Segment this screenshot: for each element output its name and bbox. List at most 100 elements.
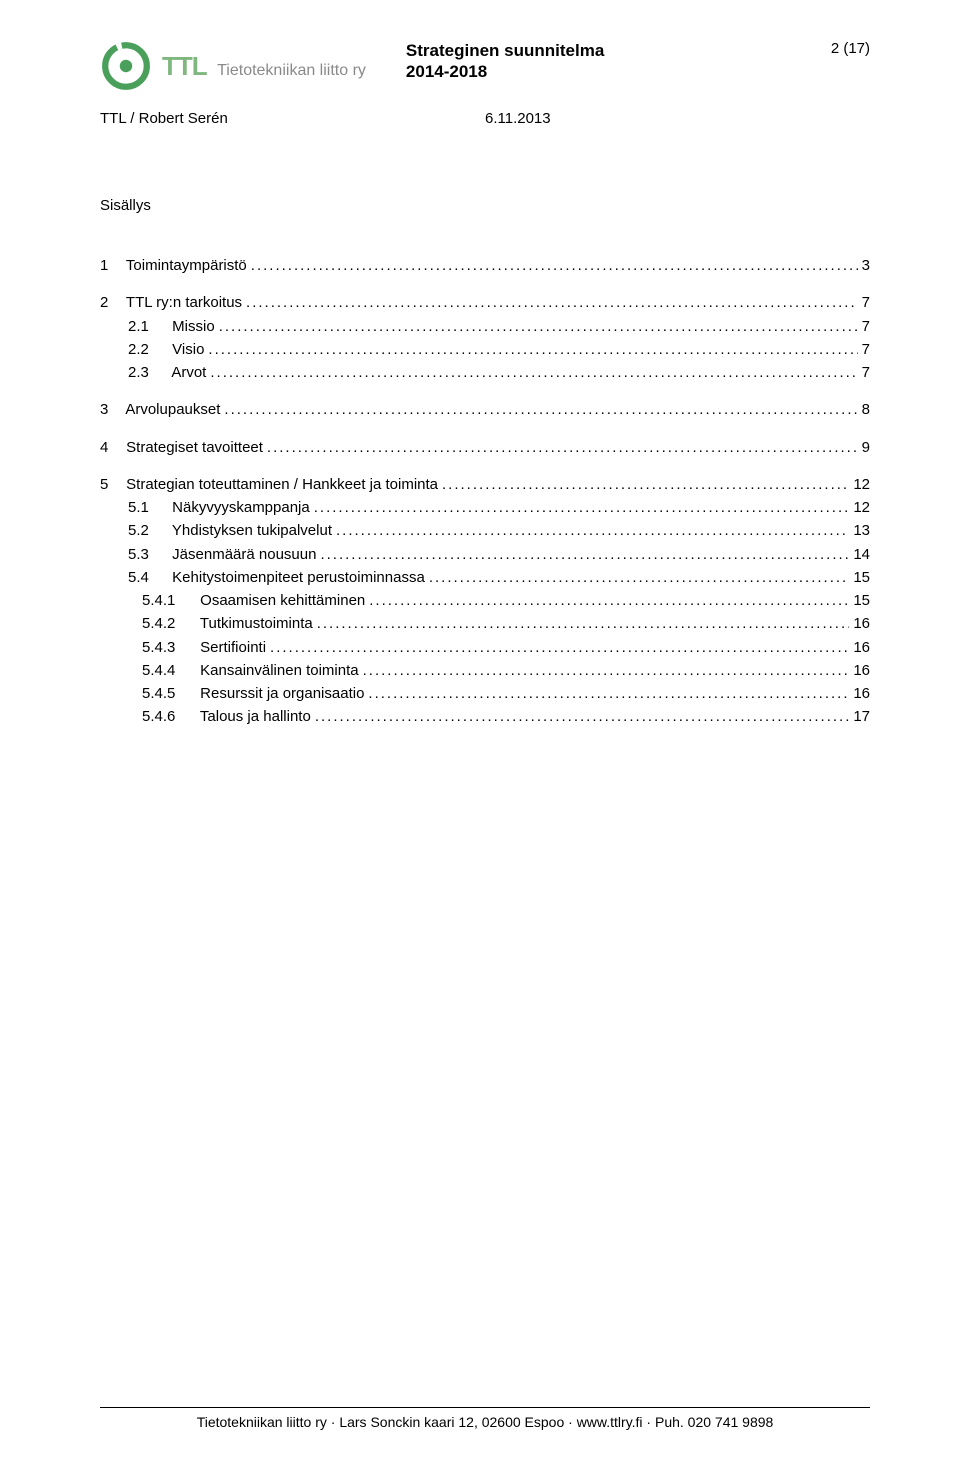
toc-entry-number: 4 (100, 436, 122, 459)
toc-leader-dots (336, 519, 849, 542)
toc-entry-label: 5.1 Näkyvyyskamppanja (128, 496, 310, 519)
toc-entry-page: 12 (853, 496, 870, 519)
toc-entry[interactable]: 5 Strategian toteuttaminen / Hankkeet ja… (100, 473, 870, 496)
doc-years: 2014-2018 (406, 62, 790, 82)
toc-entry-label: 5.4.1 Osaamisen kehittäminen (142, 589, 365, 612)
toc-gap (100, 459, 870, 473)
toc-entry-title: Yhdistyksen tukipalvelut (172, 522, 332, 539)
toc-entry[interactable]: 5.4.3 Sertifiointi 16 (100, 636, 870, 659)
toc-entry-label: 2 TTL ry:n tarkoitus (100, 291, 242, 314)
toc-entry[interactable]: 1 Toimintaympäristö 3 (100, 254, 870, 277)
toc-entry[interactable]: 2.2 Visio 7 (100, 338, 870, 361)
toc-entry[interactable]: 5.4.5 Resurssit ja organisaatio 16 (100, 682, 870, 705)
toc-leader-dots (320, 543, 849, 566)
toc-entry-label: 4 Strategiset tavoitteet (100, 436, 263, 459)
page-header: TTL Tietotekniikan liitto ry Strateginen… (100, 40, 870, 92)
toc-entry-page: 3 (862, 254, 870, 277)
toc-entry[interactable]: 3 Arvolupaukset 8 (100, 398, 870, 421)
toc-entry-label: 5.4.2 Tutkimustoiminta (142, 612, 313, 635)
toc-entry-page: 14 (853, 543, 870, 566)
logo: TTL Tietotekniikan liitto ry (100, 40, 366, 92)
toc-entry[interactable]: 5.4 Kehitystoimenpiteet perustoiminnassa… (100, 566, 870, 589)
toc-entry[interactable]: 2.3 Arvot 7 (100, 361, 870, 384)
toc-entry-number: 2.2 (128, 338, 168, 361)
toc-entry-title: TTL ry:n tarkoitus (126, 294, 242, 311)
toc-entry-label: 2.2 Visio (128, 338, 204, 361)
footer: Tietotekniikan liitto ry · Lars Sonckin … (100, 1407, 870, 1430)
toc-entry-title: Osaamisen kehittäminen (200, 592, 365, 609)
toc-entry-title: Kehitystoimenpiteet perustoiminnassa (172, 569, 425, 586)
toc-entry-title: Tutkimustoiminta (200, 615, 313, 632)
toc-entry-number: 5.4.4 (142, 659, 196, 682)
toc-leader-dots (442, 473, 849, 496)
toc-entry[interactable]: 2 TTL ry:n tarkoitus 7 (100, 291, 870, 314)
toc-entry-title: Talous ja hallinto (200, 708, 311, 725)
toc-heading: Sisällys (100, 197, 870, 214)
toc-entry-page: 7 (862, 291, 870, 314)
footer-divider (100, 1407, 870, 1408)
toc-entry-number: 5.2 (128, 519, 168, 542)
toc-entry-number: 2.1 (128, 315, 168, 338)
toc-entry[interactable]: 5.4.6 Talous ja hallinto 17 (100, 705, 870, 728)
toc-entry-number: 3 (100, 398, 122, 421)
toc-entry[interactable]: 5.1 Näkyvyyskamppanja 12 (100, 496, 870, 519)
toc-leader-dots (224, 398, 857, 421)
toc-gap (100, 384, 870, 398)
toc-entry-label: 5 Strategian toteuttaminen / Hankkeet ja… (100, 473, 438, 496)
toc-entry[interactable]: 4 Strategiset tavoitteet 9 (100, 436, 870, 459)
toc-leader-dots (369, 589, 849, 612)
logo-icon (100, 40, 152, 92)
toc-entry-title: Jäsenmäärä nousuun (172, 546, 316, 563)
date: 6.11.2013 (485, 110, 551, 127)
toc-entry-page: 7 (862, 361, 870, 384)
toc-entry-number: 5.4.6 (142, 705, 196, 728)
toc-entry-page: 15 (853, 589, 870, 612)
toc-leader-dots (314, 496, 850, 519)
toc-entry-label: 5.4 Kehitystoimenpiteet perustoiminnassa (128, 566, 425, 589)
toc-leader-dots (363, 659, 850, 682)
toc-entry[interactable]: 5.3 Jäsenmäärä nousuun 14 (100, 543, 870, 566)
toc-entry-title: Arvot (171, 364, 206, 381)
toc-entry-number: 2.3 (128, 361, 168, 384)
toc-entry-page: 7 (862, 315, 870, 338)
toc-entry-page: 13 (853, 519, 870, 542)
toc-entry[interactable]: 5.4.1 Osaamisen kehittäminen 15 (100, 589, 870, 612)
footer-text: Tietotekniikan liitto ry · Lars Sonckin … (100, 1414, 870, 1430)
toc-entry-label: 5.4.6 Talous ja hallinto (142, 705, 311, 728)
toc-entry-page: 8 (862, 398, 870, 421)
toc-entry-label: 5.2 Yhdistyksen tukipalvelut (128, 519, 332, 542)
toc-entry-page: 16 (853, 636, 870, 659)
toc-entry-number: 5 (100, 473, 122, 496)
toc-entry-page: 9 (862, 436, 870, 459)
toc-entry[interactable]: 5.4.4 Kansainvälinen toiminta 16 (100, 659, 870, 682)
logo-fullname: Tietotekniikan liitto ry (217, 62, 366, 79)
logo-abbr: TTL (162, 51, 207, 81)
toc-leader-dots (210, 361, 857, 384)
toc-gap (100, 422, 870, 436)
toc-entry-title: Kansainvälinen toiminta (200, 662, 358, 679)
toc-entry-label: 2.3 Arvot (128, 361, 206, 384)
toc-entry-title: Näkyvyyskamppanja (172, 499, 310, 516)
toc-entry-page: 12 (853, 473, 870, 496)
toc-entry-number: 1 (100, 254, 122, 277)
toc-entry-label: 5.4.3 Sertifiointi (142, 636, 266, 659)
toc-entry-number: 2 (100, 291, 122, 314)
toc-entry[interactable]: 2.1 Missio 7 (100, 315, 870, 338)
toc-entry-number: 5.4.2 (142, 612, 196, 635)
toc-leader-dots (317, 612, 850, 635)
toc-entry-page: 16 (853, 612, 870, 635)
toc-leader-dots (251, 254, 858, 277)
toc-leader-dots (368, 682, 849, 705)
toc-entry[interactable]: 5.4.2 Tutkimustoiminta 16 (100, 612, 870, 635)
toc-entry-title: Strategiset tavoitteet (126, 439, 263, 456)
subheader: TTL / Robert Serén 6.11.2013 (100, 110, 870, 127)
toc-entry-label: 3 Arvolupaukset (100, 398, 220, 421)
logo-text: TTL Tietotekniikan liitto ry (162, 51, 366, 82)
toc-entry-label: 5.3 Jäsenmäärä nousuun (128, 543, 316, 566)
toc-entry[interactable]: 5.2 Yhdistyksen tukipalvelut 13 (100, 519, 870, 542)
toc-entry-label: 5.4.4 Kansainvälinen toiminta (142, 659, 359, 682)
toc-entry-label: 2.1 Missio (128, 315, 215, 338)
table-of-contents: 1 Toimintaympäristö 3 2 TTL ry:n tarkoitu… (100, 254, 870, 729)
toc-leader-dots (267, 436, 858, 459)
toc-gap (100, 277, 870, 291)
